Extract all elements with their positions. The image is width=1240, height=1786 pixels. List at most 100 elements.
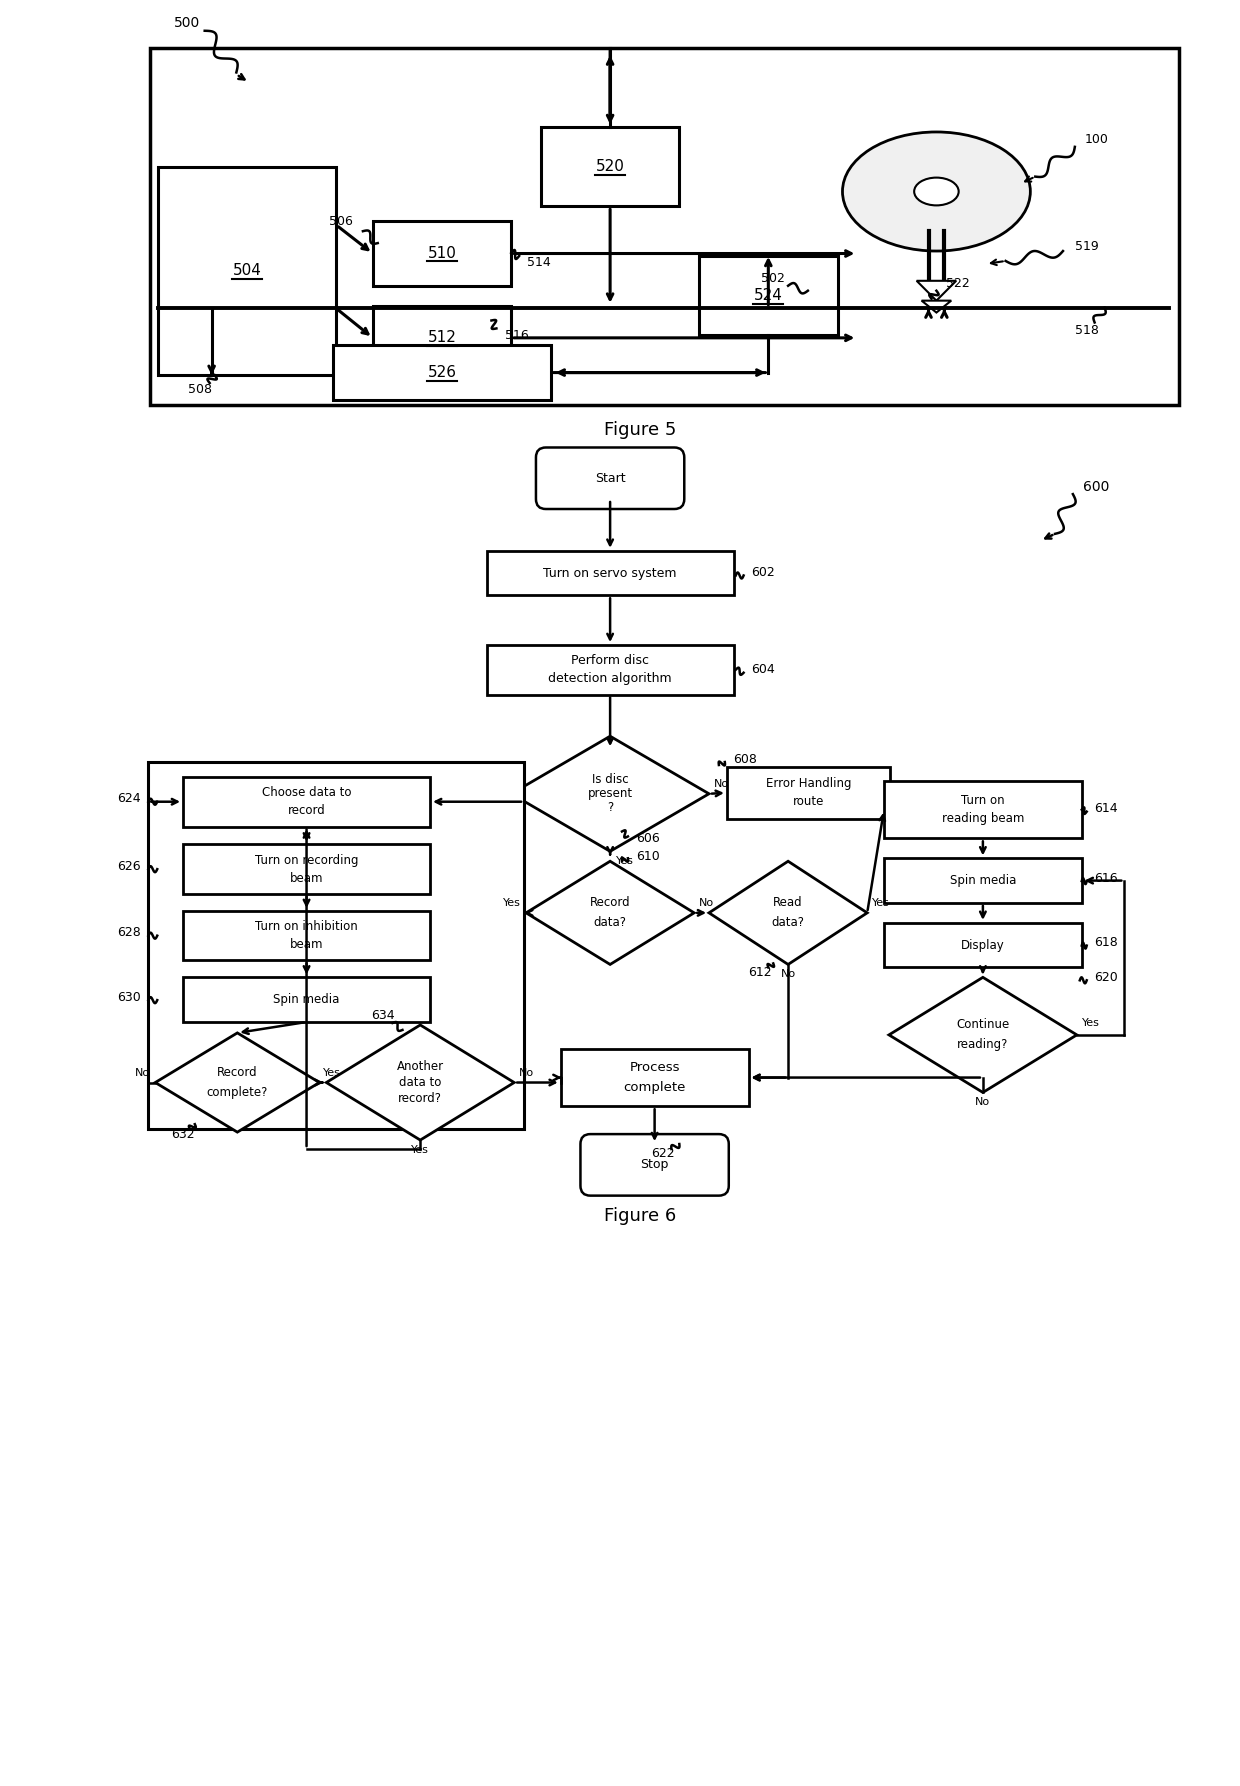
Polygon shape (326, 1025, 515, 1139)
FancyBboxPatch shape (150, 48, 1179, 405)
Text: 514: 514 (527, 257, 551, 270)
Text: Yes: Yes (1081, 1018, 1100, 1029)
Text: record: record (288, 804, 325, 818)
Text: Perform disc: Perform disc (572, 654, 649, 668)
Text: 510: 510 (428, 246, 456, 261)
Text: No: No (520, 1068, 534, 1077)
Text: 614: 614 (1095, 802, 1118, 814)
Text: 620: 620 (1095, 972, 1118, 984)
Text: Figure 6: Figure 6 (604, 1207, 676, 1225)
Text: 516: 516 (505, 329, 529, 341)
Polygon shape (889, 977, 1076, 1093)
Text: 600: 600 (1083, 480, 1109, 495)
Text: Turn on recording: Turn on recording (254, 854, 358, 866)
Text: 508: 508 (187, 384, 212, 396)
Text: 520: 520 (595, 159, 625, 175)
FancyBboxPatch shape (373, 221, 511, 286)
Text: No: No (135, 1068, 150, 1077)
Text: Another: Another (397, 1061, 444, 1073)
Text: 522: 522 (946, 277, 970, 291)
Text: No: No (976, 1097, 991, 1107)
Text: Yes: Yes (616, 855, 634, 866)
Text: 518: 518 (1075, 323, 1099, 338)
Text: Start: Start (595, 472, 625, 484)
Text: 618: 618 (1095, 936, 1118, 948)
FancyBboxPatch shape (184, 845, 430, 895)
Text: Turn on: Turn on (961, 795, 1004, 807)
Text: Yes: Yes (872, 898, 890, 907)
Text: Turn on inhibition: Turn on inhibition (255, 920, 358, 934)
Text: Record: Record (590, 897, 630, 909)
Text: Is disc: Is disc (591, 773, 629, 786)
Text: reading beam: reading beam (941, 813, 1024, 825)
Text: Continue: Continue (956, 1018, 1009, 1032)
Text: 622: 622 (651, 1147, 675, 1161)
Text: No: No (780, 970, 796, 979)
Text: Yes: Yes (412, 1145, 429, 1156)
Text: Read: Read (774, 897, 804, 909)
Text: 608: 608 (733, 752, 756, 766)
FancyBboxPatch shape (486, 645, 734, 695)
FancyBboxPatch shape (536, 448, 684, 509)
Text: 624: 624 (117, 793, 140, 805)
Text: record?: record? (398, 1091, 443, 1106)
Text: 519: 519 (1075, 239, 1099, 252)
Text: 100: 100 (1085, 134, 1109, 146)
Text: Turn on servo system: Turn on servo system (543, 566, 677, 579)
Text: ?: ? (608, 802, 614, 814)
Text: 602: 602 (751, 566, 775, 579)
FancyBboxPatch shape (699, 255, 837, 336)
Text: 524: 524 (754, 288, 782, 304)
Text: beam: beam (290, 872, 324, 884)
Text: route: route (792, 795, 825, 809)
Text: 630: 630 (117, 991, 140, 1004)
FancyBboxPatch shape (884, 923, 1081, 968)
FancyBboxPatch shape (184, 777, 430, 827)
Text: data to: data to (399, 1075, 441, 1089)
Text: present: present (588, 788, 632, 800)
FancyBboxPatch shape (334, 345, 551, 400)
Text: Choose data to: Choose data to (262, 786, 351, 800)
FancyBboxPatch shape (541, 127, 680, 207)
Text: 504: 504 (233, 263, 262, 279)
Ellipse shape (842, 132, 1030, 252)
Text: 500: 500 (174, 16, 200, 30)
Text: Record: Record (217, 1066, 258, 1079)
Text: No: No (714, 779, 729, 789)
Text: Process: Process (630, 1061, 680, 1073)
Polygon shape (709, 861, 867, 964)
Polygon shape (526, 861, 694, 964)
Text: No: No (699, 898, 714, 907)
Text: 512: 512 (428, 330, 456, 345)
Text: 606: 606 (636, 832, 660, 845)
Text: 610: 610 (636, 850, 660, 863)
FancyBboxPatch shape (560, 1048, 749, 1106)
Text: Error Handling: Error Handling (765, 777, 851, 791)
Text: Yes: Yes (503, 898, 521, 907)
Polygon shape (921, 300, 951, 313)
Text: 506: 506 (329, 214, 353, 229)
Text: beam: beam (290, 938, 324, 952)
FancyBboxPatch shape (149, 763, 525, 1129)
FancyBboxPatch shape (159, 166, 336, 375)
Text: Yes: Yes (324, 1068, 341, 1077)
FancyBboxPatch shape (373, 305, 511, 370)
Text: Figure 5: Figure 5 (604, 421, 676, 439)
Text: 604: 604 (751, 663, 775, 677)
Text: 612: 612 (749, 966, 773, 979)
Text: reading?: reading? (957, 1038, 1008, 1052)
Text: complete?: complete? (207, 1086, 268, 1098)
Text: 634: 634 (371, 1009, 394, 1022)
FancyBboxPatch shape (580, 1134, 729, 1195)
Text: 526: 526 (428, 364, 456, 380)
Text: Spin media: Spin media (950, 873, 1016, 888)
Ellipse shape (914, 177, 959, 205)
Text: data?: data? (594, 916, 626, 929)
FancyBboxPatch shape (184, 911, 430, 961)
Text: 628: 628 (117, 927, 140, 939)
FancyBboxPatch shape (486, 550, 734, 595)
Text: complete: complete (624, 1081, 686, 1095)
Text: 626: 626 (117, 859, 140, 873)
Text: 616: 616 (1095, 872, 1118, 884)
FancyBboxPatch shape (884, 859, 1081, 904)
